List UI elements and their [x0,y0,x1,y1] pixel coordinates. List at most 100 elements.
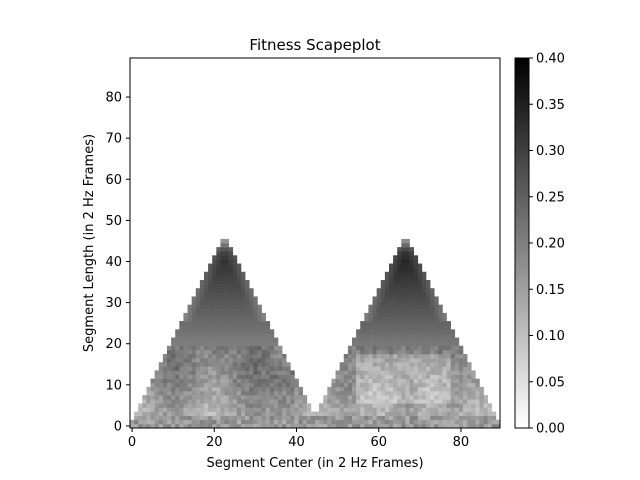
heatmap-cell [380,378,386,384]
heatmap-cell [278,419,283,425]
heatmap-cell [463,354,468,359]
heatmap-cell [195,411,201,416]
heatmap-cell [249,403,254,408]
heatmap-cell [491,415,497,421]
heatmap-cell [458,415,464,421]
heatmap-cell [397,419,402,425]
heatmap-cell [409,329,414,334]
colorbar-tick-label: 0.30 [536,144,565,159]
heatmap-cell [158,366,164,371]
heatmap-cell [224,370,229,375]
heatmap-cell [171,423,176,429]
heatmap-cell [290,419,295,425]
heatmap-cell [352,341,357,347]
colorbar-ticks: 0.000.050.100.150.200.250.300.350.40 [529,52,565,437]
heatmap-cell [220,259,225,264]
heatmap-cell [228,247,234,252]
heatmap-cell [216,391,221,396]
heatmap-cell [405,280,410,285]
heatmap-cell [467,395,472,400]
heatmap-cell [409,267,414,273]
heatmap-cell [401,255,406,260]
heatmap-cell [343,374,349,379]
heatmap-cell [191,329,197,334]
heatmap-cell [409,382,414,388]
heatmap-cell [401,238,406,244]
heatmap-cell [232,308,238,314]
heatmap-cell [273,423,279,429]
heatmap-cell [430,349,435,355]
heatmap-cell [376,386,382,392]
heatmap-cell [393,280,398,285]
heatmap-cell [269,374,275,379]
heatmap-cell [421,403,427,408]
heatmap-cell [212,370,217,375]
heatmap-cell [376,419,382,425]
heatmap-cell [401,415,406,421]
heatmap-cell [158,370,164,375]
heatmap-cell [261,423,266,429]
heatmap-cell [417,349,423,355]
heatmap-cell [380,333,386,338]
heatmap-cell [401,284,406,289]
heatmap-cell [438,395,443,400]
heatmap-cell [413,321,419,326]
heatmap-cell [236,415,242,421]
heatmap-cell [224,366,229,371]
heatmap-cell [261,370,266,375]
heatmap-cell [286,419,291,425]
heatmap-cell [232,275,238,281]
heatmap-cell [265,366,271,371]
heatmap-cell [290,399,295,404]
heatmap-cell [442,419,447,425]
heatmap-cell [208,317,213,322]
heatmap-cell [397,403,402,408]
heatmap-cell [426,296,431,301]
heatmap-cell [199,288,205,293]
heatmap-cell [372,308,377,314]
heatmap-cell [376,411,382,416]
heatmap-cell [483,415,488,421]
y-tick-label: 10 [105,378,122,393]
heatmap-cell [265,345,271,351]
heatmap-cell [347,411,353,416]
heatmap-cell [224,271,229,277]
heatmap-cell [417,358,423,363]
heatmap-cell [483,395,488,400]
heatmap-cell [347,378,353,384]
heatmap-cell [175,366,180,371]
heatmap-cell [360,403,365,408]
heatmap-cell [253,411,258,416]
heatmap-cell [167,349,172,355]
heatmap-cell [204,300,209,305]
heatmap-cell [171,419,176,425]
heatmap-cell [356,411,361,416]
heatmap-cell [191,399,197,404]
heatmap-cell [426,366,431,371]
heatmap-cell [393,296,398,301]
heatmap-cell [356,370,361,375]
heatmap-cell [356,407,361,412]
heatmap-cell [273,341,279,347]
heatmap-cell [261,333,266,338]
heatmap-cell [265,423,271,429]
heatmap-cell [220,325,225,330]
heatmap-cell [413,366,419,371]
heatmap-cell [409,358,414,363]
heatmap-cell [179,399,184,404]
heatmap-cell [487,419,493,425]
heatmap-cell [376,395,382,400]
heatmap-cell [232,284,238,289]
heatmap-cell [208,333,213,338]
heatmap-cell [376,374,382,379]
heatmap-cell [380,345,386,351]
heatmap-cell [245,382,250,388]
heatmap-cell [434,325,439,330]
heatmap-cell [253,423,258,429]
heatmap-cell [434,362,439,367]
heatmap-cell [286,374,291,379]
heatmap-cell [467,362,472,367]
heatmap-cell [241,399,246,404]
heatmap-cell [294,419,299,425]
heatmap-cell [315,415,320,421]
